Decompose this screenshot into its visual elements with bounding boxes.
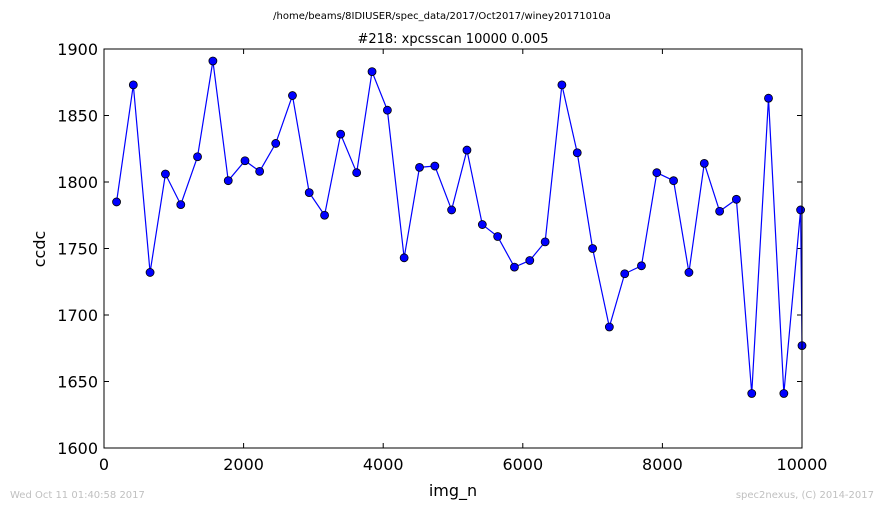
data-point: [112, 197, 121, 207]
data-point: [747, 389, 757, 398]
data-point: [764, 93, 773, 103]
data-point: [145, 268, 155, 277]
data-point: [715, 206, 725, 216]
data-point: [699, 158, 709, 168]
data-point: [572, 148, 582, 158]
data-point: [604, 322, 614, 332]
data-point: [367, 67, 377, 77]
data-point: [399, 253, 409, 263]
data-series: [112, 56, 807, 398]
y-tick-label: 1600: [57, 439, 98, 458]
data-point: [128, 80, 138, 90]
data-point: [557, 80, 567, 90]
suptitle: /home/beams/8IDIUSER/spec_data/2017/Oct2…: [273, 11, 611, 22]
data-point: [430, 161, 440, 171]
data-point: [193, 152, 202, 162]
data-point: [352, 168, 362, 178]
data-point: [255, 166, 265, 176]
x-tick-label: 6000: [502, 455, 543, 474]
data-point: [288, 91, 297, 100]
data-point: [477, 220, 487, 229]
data-point: [796, 205, 806, 215]
data-point: [176, 200, 186, 210]
data-point: [620, 269, 630, 279]
data-point: [669, 176, 678, 186]
data-point: [320, 210, 329, 220]
credit: spec2nexus, (C) 2014-2017: [736, 490, 874, 501]
y-axis: 1600 1650 1700 1750 1800 1850 1900: [57, 40, 802, 458]
x-axis-label: img_n: [429, 481, 477, 501]
data-point: [161, 169, 170, 179]
data-point: [304, 188, 314, 198]
data-point: [382, 105, 392, 115]
timestamp: Wed Oct 11 01:40:58 2017: [10, 490, 145, 501]
data-point: [588, 244, 597, 253]
data-point: [208, 56, 218, 66]
x-tick-label: 10000: [777, 455, 828, 474]
data-point: [684, 268, 694, 277]
data-point: [510, 262, 519, 272]
data-point: [637, 261, 646, 271]
y-axis-label: ccdc: [30, 231, 49, 268]
data-point: [731, 194, 741, 204]
y-tick-label: 1800: [57, 173, 98, 192]
x-tick-label: 4000: [363, 455, 404, 474]
x-axis: 0 2000 4000 6000 8000 10000: [99, 49, 828, 474]
data-point: [462, 145, 472, 155]
x-tick-label: 0: [99, 455, 109, 474]
y-tick-label: 1650: [57, 373, 98, 392]
plot-frame: [103, 48, 803, 449]
data-point: [525, 256, 535, 265]
data-point: [415, 162, 424, 172]
y-tick-label: 1750: [57, 240, 98, 259]
data-point: [223, 176, 233, 186]
x-tick-label: 2000: [223, 455, 264, 474]
data-point: [240, 156, 250, 166]
x-tick-label: 8000: [642, 455, 683, 474]
data-point: [493, 232, 503, 241]
data-point: [336, 129, 346, 139]
chart-title: #218: xpcsscan 10000 0.005: [357, 32, 548, 47]
data-point: [779, 389, 789, 398]
y-tick-label: 1700: [57, 306, 98, 325]
data-point: [271, 139, 281, 148]
y-tick-label: 1850: [57, 107, 98, 126]
data-point: [652, 168, 662, 178]
data-point: [447, 205, 457, 215]
data-point: [540, 237, 550, 247]
plot-area: [104, 49, 802, 448]
y-tick-label: 1900: [57, 40, 98, 59]
